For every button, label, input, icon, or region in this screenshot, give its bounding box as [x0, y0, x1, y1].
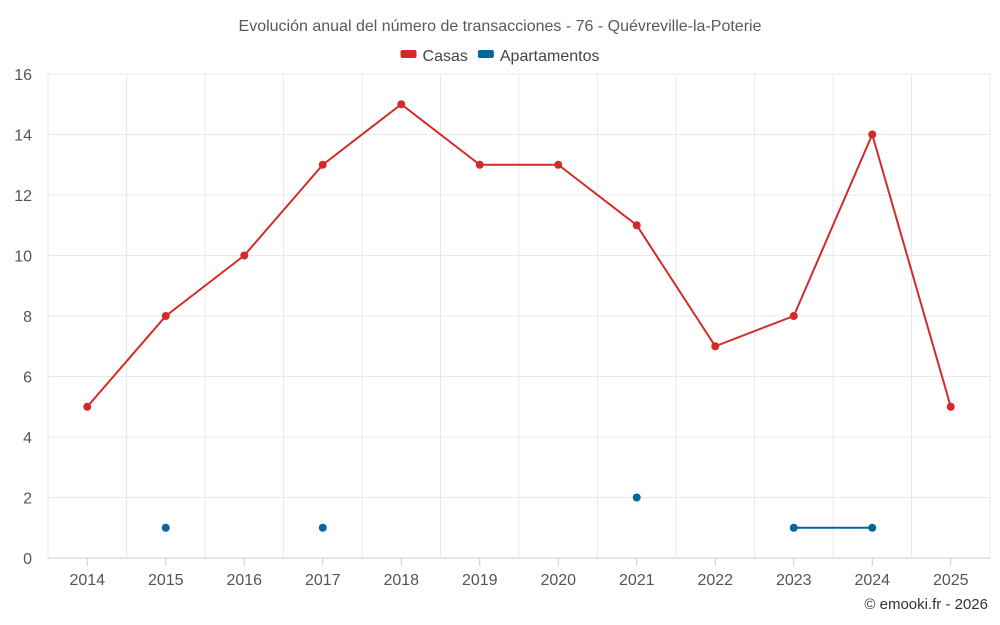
data-point[interactable]: [632, 221, 641, 230]
y-tick-label: 16: [14, 67, 32, 84]
x-tick-label: 2014: [69, 572, 105, 589]
x-tick-label: 2016: [226, 572, 262, 589]
data-point[interactable]: [554, 160, 563, 169]
data-point[interactable]: [711, 342, 720, 351]
y-tick-label: 14: [14, 128, 32, 145]
credit-text: © emooki.fr - 2026: [864, 596, 988, 613]
x-tick-label: 2022: [697, 572, 733, 589]
chart-title: Evolución anual del número de transaccio…: [239, 18, 762, 35]
y-tick-label: 4: [23, 430, 32, 447]
x-tick-label: 2024: [854, 572, 890, 589]
x-tick-label: 2015: [148, 572, 184, 589]
y-axis: 0 2 4 6 8 10 12 14 16: [14, 67, 32, 568]
y-tick-label: 6: [23, 370, 32, 387]
legend-swatch: [400, 50, 417, 58]
data-point[interactable]: [161, 312, 170, 320]
y-tick-label: 2: [23, 491, 32, 508]
x-tick-label: 2021: [619, 572, 655, 589]
data-point[interactable]: [397, 100, 406, 109]
data-point[interactable]: [83, 402, 92, 411]
legend: Casas Apartamentos: [400, 48, 600, 65]
legend-item-apartamentos[interactable]: Apartamentos: [477, 48, 600, 65]
legend-label: Apartamentos: [500, 48, 600, 65]
series-casas: [83, 100, 955, 411]
x-tick-label: 2025: [933, 572, 969, 589]
data-point[interactable]: [318, 523, 327, 532]
data-point[interactable]: [161, 523, 170, 532]
x-axis: 2014 2015 2016 2017 2018 2019 2020 2021 2022 2023…: [48, 557, 990, 589]
y-tick-label: 0: [23, 551, 32, 568]
data-point[interactable]: [318, 160, 327, 169]
data-point[interactable]: [868, 523, 877, 532]
x-tick-label: 2017: [305, 572, 341, 589]
data-point[interactable]: [868, 130, 877, 139]
data-point[interactable]: [632, 493, 641, 502]
data-point[interactable]: [475, 160, 484, 169]
series-line: [86, 103, 952, 408]
y-tick-label: 12: [14, 188, 32, 205]
data-point[interactable]: [789, 312, 798, 320]
series-apartamentos: [161, 493, 877, 532]
series-layer: [83, 100, 955, 532]
data-point[interactable]: [946, 402, 955, 411]
legend-label: Casas: [423, 48, 468, 65]
legend-swatch: [477, 50, 494, 58]
data-point[interactable]: [240, 251, 249, 260]
legend-item-casas[interactable]: Casas: [400, 48, 468, 65]
x-tick-label: 2023: [776, 572, 812, 589]
data-point[interactable]: [789, 523, 798, 532]
x-tick-label: 2020: [540, 572, 576, 589]
grid: [47, 73, 991, 558]
x-tick-label: 2019: [462, 572, 498, 589]
x-tick-label: 2018: [383, 572, 419, 589]
y-tick-label: 10: [14, 249, 32, 266]
y-tick-label: 8: [23, 309, 32, 326]
